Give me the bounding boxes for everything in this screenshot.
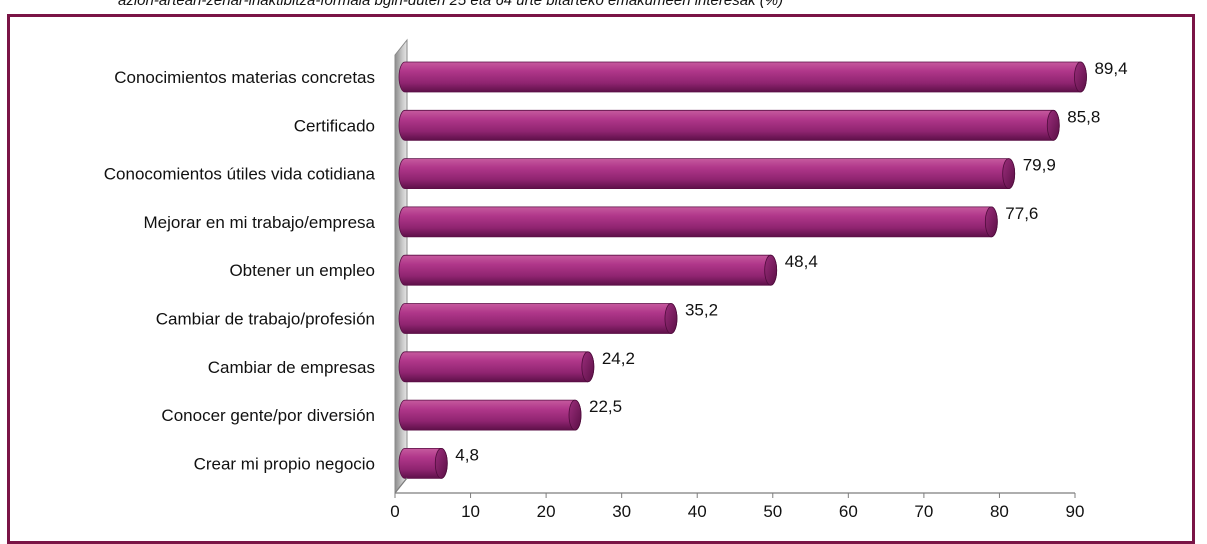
x-tick-label: 40	[688, 502, 707, 521]
bar-end-cap	[984, 206, 998, 238]
x-tick-label: 50	[763, 502, 782, 521]
category-label: Certificado	[294, 116, 375, 135]
category-label: Conocer gente/por diversión	[161, 406, 375, 425]
bar	[398, 303, 678, 334]
category-label: Crear mi propio negocio	[194, 454, 375, 473]
bar-item: Cambiar de trabajo/profesión 35,2	[156, 301, 718, 334]
data-label: 35,2	[685, 301, 718, 320]
data-label: 22,5	[589, 397, 622, 416]
bar	[398, 399, 582, 431]
bars-group: Conocimientos materias concretas 89,4 Cert…	[104, 59, 1128, 479]
bar-end-cap	[1046, 109, 1060, 141]
data-label: 77,6	[1005, 204, 1038, 223]
bar	[398, 206, 998, 238]
x-tick-label: 20	[537, 502, 556, 521]
bar-end-cap	[434, 447, 448, 479]
x-tick-label: 30	[612, 502, 631, 521]
bar-end-cap	[581, 351, 595, 383]
bar-item: Conocomientos útiles vida cotidiana 79,9	[104, 156, 1056, 190]
x-tick-label: 0	[390, 502, 399, 521]
bar-end-cap	[664, 303, 678, 334]
data-label: 24,2	[602, 349, 635, 368]
category-label: Cambiar de trabajo/profesión	[156, 310, 375, 329]
data-label: 89,4	[1094, 59, 1127, 78]
bar-chart: Conocimientos materias concretas 89,4 Cert…	[104, 38, 1128, 521]
axis-depth-line	[394, 477, 408, 494]
bar	[398, 158, 1016, 189]
bar-item: Conocer gente/por diversión 22,5	[161, 397, 622, 431]
data-label: 48,4	[785, 252, 818, 271]
bar-end-cap	[1074, 61, 1087, 93]
bar-item: Conocimientos materias concretas 89,4	[114, 59, 1128, 93]
bar-end-cap	[1002, 158, 1016, 190]
bar	[398, 61, 1087, 93]
category-label: Cambiar de empresas	[208, 358, 375, 377]
bar-end-cap	[568, 399, 582, 431]
x-tick-label: 10	[461, 502, 480, 521]
category-label: Conocimientos materias concretas	[114, 68, 375, 87]
bar-item: Certificado 85,8	[294, 107, 1100, 141]
category-label: Obtener un empleo	[229, 261, 375, 280]
category-label: Conocomientos útiles vida cotidiana	[104, 165, 376, 184]
bar-item: Cambiar de empresas 24,2	[208, 349, 635, 383]
x-tick-label: 80	[990, 502, 1009, 521]
x-axis: 0 10 20 30 40 50 60 70 80 90	[390, 477, 1085, 521]
bar-item: Crear mi propio negocio 4,8	[194, 445, 479, 479]
bar	[398, 254, 778, 286]
data-label: 4,8	[455, 445, 479, 464]
category-label: Mejorar en mi trabajo/empresa	[144, 213, 376, 232]
bar-item: Obtener un empleo 48,4	[229, 252, 818, 286]
bar-item: Mejorar en mi trabajo/empresa 77,6	[144, 204, 1038, 238]
bar	[398, 109, 1060, 141]
data-label: 85,8	[1067, 107, 1100, 126]
x-tick-label: 60	[839, 502, 858, 521]
data-label: 79,9	[1023, 156, 1056, 175]
x-tick-label: 70	[914, 502, 933, 521]
bar-end-cap	[764, 254, 778, 286]
chart-caption: azion-artean-zehar-inaktibitza-formala b…	[118, 0, 784, 9]
bar	[398, 351, 595, 383]
x-tick-label: 90	[1066, 502, 1085, 521]
